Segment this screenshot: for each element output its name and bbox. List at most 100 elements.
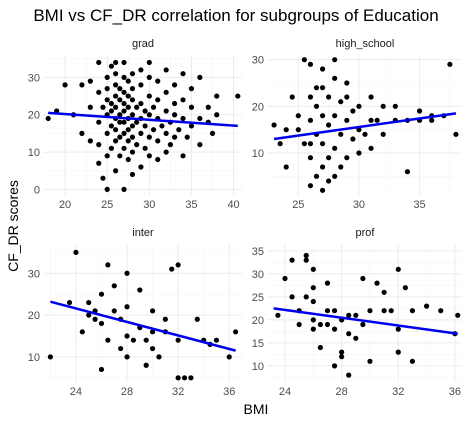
data-point <box>275 312 281 318</box>
data-point <box>146 93 152 99</box>
data-point <box>353 312 359 318</box>
data-point <box>108 145 115 151</box>
data-point <box>104 186 110 192</box>
data-point <box>310 285 316 291</box>
data-point <box>100 175 106 181</box>
data-point <box>108 108 115 114</box>
data-point <box>155 97 161 103</box>
data-point <box>124 333 130 339</box>
data-point <box>319 164 326 170</box>
data-point <box>353 335 359 341</box>
data-point <box>121 74 127 80</box>
data-point <box>62 82 68 88</box>
data-point <box>319 187 326 193</box>
data-point <box>301 57 307 63</box>
y-tick-label: 30 <box>28 72 40 84</box>
data-point <box>111 308 117 314</box>
data-point <box>303 252 309 259</box>
data-point <box>73 249 79 255</box>
data-point <box>167 142 173 148</box>
data-point <box>338 131 344 137</box>
data-point <box>130 337 137 343</box>
data-point <box>125 78 131 84</box>
data-point <box>150 104 157 110</box>
data-point <box>289 294 295 300</box>
data-point <box>307 155 314 161</box>
panel-high-school: high_school 25 30 35 10 20 30 <box>252 38 462 211</box>
data-point <box>362 131 368 137</box>
data-point <box>171 82 178 88</box>
data-point <box>129 97 136 103</box>
x-tick-label: 25 <box>101 199 113 211</box>
data-point <box>118 345 124 352</box>
data-point <box>100 104 106 110</box>
data-point <box>188 86 195 92</box>
data-point <box>310 326 316 332</box>
data-point <box>319 85 326 91</box>
x-tick-label: 24 <box>279 386 291 398</box>
data-point <box>129 86 136 92</box>
data-point <box>113 138 119 144</box>
panel-prof: prof 24 28 32 36 10 15 20 25 30 35 <box>252 227 462 398</box>
data-point <box>205 104 211 110</box>
data-point <box>402 285 408 291</box>
data-point <box>143 337 149 343</box>
data-point <box>163 108 169 114</box>
data-point <box>395 266 401 272</box>
data-point <box>180 71 186 77</box>
data-point <box>66 299 73 306</box>
y-tick-label: 10 <box>252 148 264 160</box>
data-point <box>331 326 338 332</box>
data-point <box>104 97 110 103</box>
data-point <box>188 375 194 381</box>
data-point <box>96 59 102 66</box>
data-point <box>121 130 127 136</box>
data-point <box>105 262 111 268</box>
data-point <box>47 354 53 360</box>
data-point <box>332 173 338 179</box>
data-point <box>289 94 295 100</box>
data-point <box>180 97 186 103</box>
data-point <box>368 94 374 100</box>
data-point <box>235 93 241 99</box>
data-point <box>104 86 110 92</box>
data-point <box>307 141 314 147</box>
data-point <box>350 136 356 142</box>
y-tick-label: 20 <box>28 310 40 322</box>
data-point <box>96 89 102 95</box>
data-point <box>87 78 93 84</box>
data-point <box>134 142 140 148</box>
data-point <box>113 59 119 66</box>
data-point <box>138 82 144 88</box>
panel-strip-label: inter <box>132 227 154 239</box>
data-point <box>155 138 161 144</box>
data-point <box>360 275 366 282</box>
data-point <box>346 372 352 378</box>
data-point <box>129 71 136 77</box>
data-point <box>310 298 316 305</box>
data-point <box>96 142 102 148</box>
data-point <box>197 115 203 122</box>
data-point <box>138 100 144 107</box>
y-tick-label: 30 <box>252 269 264 281</box>
x-tick-label: 36 <box>223 386 235 398</box>
data-point <box>416 108 423 114</box>
data-point <box>146 74 152 80</box>
data-point <box>146 59 152 66</box>
panel-inter: inter 24 28 32 36 10 20 30 <box>28 227 242 398</box>
data-point <box>310 317 316 323</box>
data-point <box>163 89 169 95</box>
x-tick-label: 32 <box>172 386 184 398</box>
data-point <box>138 130 144 136</box>
data-point <box>162 316 168 322</box>
data-point <box>368 117 374 123</box>
data-point <box>108 100 115 107</box>
data-point <box>324 280 331 286</box>
data-point <box>171 100 178 107</box>
data-point <box>344 117 350 123</box>
data-point <box>409 308 416 314</box>
data-point <box>395 349 401 355</box>
data-point <box>176 127 182 133</box>
data-point <box>149 329 156 335</box>
data-point <box>163 67 169 73</box>
